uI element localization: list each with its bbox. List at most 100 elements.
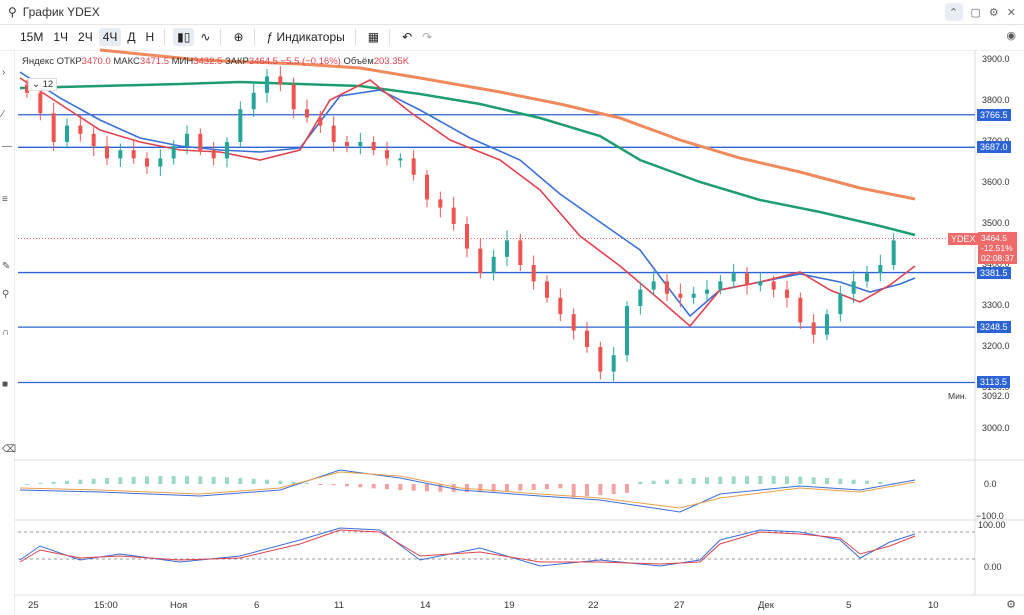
macd-bar [265, 479, 269, 484]
legend-volume: 203.35K [373, 56, 410, 67]
lot-size[interactable]: ⌄ 12 [28, 78, 58, 91]
ma-fast-line [19, 77, 916, 328]
level-price-tag[interactable]: 3248.5 [977, 321, 1011, 334]
legend-high-label: МАКС [113, 56, 140, 67]
settings-icon[interactable]: ⚙ [1006, 599, 1016, 611]
candle-body [438, 199, 443, 208]
candle-body [585, 330, 589, 347]
candle-body [25, 84, 29, 93]
camera-icon[interactable]: ◉ [1006, 30, 1016, 42]
macd-bar [78, 479, 83, 484]
magnet-icon[interactable]: ∩ [2, 327, 10, 338]
price-axis-label: 3800.0 [982, 95, 1010, 105]
price-axis-label: 3200.0 [982, 341, 1010, 351]
macd-bar [91, 478, 96, 484]
window-title: График YDEX [22, 5, 100, 19]
cursor-icon[interactable]: › [2, 67, 6, 78]
candle-body [305, 109, 309, 118]
candles-icon[interactable]: ▮▯ [173, 28, 195, 46]
bar-timer: 02:08:37 [981, 253, 1015, 263]
level-price-tag[interactable]: 3687.0 [977, 141, 1011, 154]
ohlc-legend: Яндекс ОТКР3470.0 МАКС3471.5 МИН3432.5 З… [22, 56, 409, 67]
divider [164, 29, 166, 45]
candle-body [265, 76, 269, 93]
macd-bar [305, 482, 309, 484]
restore-icon[interactable]: ▢ [970, 6, 981, 19]
hline-icon[interactable]: — [2, 141, 12, 152]
candle-body [798, 297, 803, 323]
macd-bar [585, 484, 589, 497]
tf-week[interactable]: Н [145, 30, 155, 44]
macd-bar [638, 481, 643, 484]
zoom-icon[interactable]: ⚲ [2, 289, 10, 300]
candle-body [891, 240, 896, 265]
symbol-search[interactable]: ⚲ График YDEX [8, 5, 100, 19]
macd-bar [251, 478, 256, 484]
macd-bar [358, 484, 363, 488]
candle-body [225, 142, 229, 159]
undo-icon[interactable]: ↶ [402, 30, 413, 44]
close-icon[interactable]: ✕ [1006, 6, 1016, 19]
search-icon: ⚲ [8, 5, 17, 19]
tf-4h[interactable]: 4Ч [98, 28, 122, 46]
indicators-button[interactable]: ƒ Индикаторы [263, 28, 349, 46]
time-axis-label: 22 [588, 600, 599, 611]
time-axis-label: 27 [674, 600, 685, 611]
candle-body [371, 142, 376, 151]
candle-body [838, 293, 843, 315]
brush-icon[interactable]: ✎ [2, 261, 11, 272]
candle-body [185, 133, 189, 147]
candle-body [598, 347, 603, 372]
stoch-axis-100: 100.00 [978, 520, 1006, 530]
candle-body [425, 174, 429, 200]
macd-bar [38, 482, 43, 484]
trash-icon[interactable]: ⌫ [2, 444, 17, 455]
candle-body [851, 281, 856, 294]
legend-source: Яндекс [22, 56, 54, 67]
divider [220, 29, 222, 45]
tf-day[interactable]: Д [127, 30, 136, 44]
redo-icon[interactable]: ↷ [422, 30, 433, 44]
tf-1h[interactable]: 1Ч [53, 30, 69, 44]
candle-body [78, 125, 83, 134]
macd-bar [758, 476, 763, 484]
macd-bar [65, 480, 69, 484]
candle-body [145, 158, 149, 167]
time-axis-label: Дек [758, 600, 774, 611]
level-price-tag[interactable]: 3766.5 [977, 108, 1011, 121]
fib-icon[interactable]: ≡ [2, 194, 8, 205]
collapse-button[interactable]: ⌃ [944, 3, 963, 21]
candle-body [718, 281, 723, 290]
tf-2h[interactable]: 2Ч [78, 30, 93, 44]
macd-bar [625, 484, 629, 493]
lock-icon[interactable]: ■ [2, 379, 9, 390]
level-price-tag[interactable]: 3113.5 [977, 376, 1010, 389]
trendline-icon[interactable]: ⁄ [2, 109, 4, 120]
level-price-tag[interactable]: 3381.5 [977, 266, 1011, 279]
layout-icon[interactable]: ▦ [367, 30, 380, 44]
macd-bar [278, 480, 283, 484]
macd-bar [385, 484, 389, 490]
legend-change: −5.5 (−0.16%) [280, 56, 341, 67]
add-icon[interactable]: ⊕ [233, 30, 244, 44]
macd-bar [118, 477, 123, 484]
candle-body [91, 133, 96, 147]
tf-15m[interactable]: 15М [20, 30, 44, 44]
time-axis-label: 14 [420, 600, 431, 611]
candle-body [171, 146, 176, 159]
candle-body [878, 265, 883, 274]
candle-body [531, 265, 536, 282]
candle-body [771, 281, 776, 290]
macd-bar [718, 476, 723, 484]
candle-body [545, 281, 549, 298]
macd-bar [825, 477, 829, 484]
line-icon[interactable]: ∿ [200, 30, 211, 44]
gear-icon[interactable]: ⚙ [988, 6, 999, 19]
macd-bar [158, 476, 163, 484]
macd-bar [25, 484, 29, 485]
candle-body [825, 314, 829, 335]
time-axis-label: 6 [254, 600, 260, 611]
macd-bar [425, 484, 429, 492]
chart-toolbar: 15М 1Ч 2Ч 4Ч Д Н ▮▯ ∿ ⊕ ƒ Индикаторы ▦ ↶… [0, 24, 1024, 51]
